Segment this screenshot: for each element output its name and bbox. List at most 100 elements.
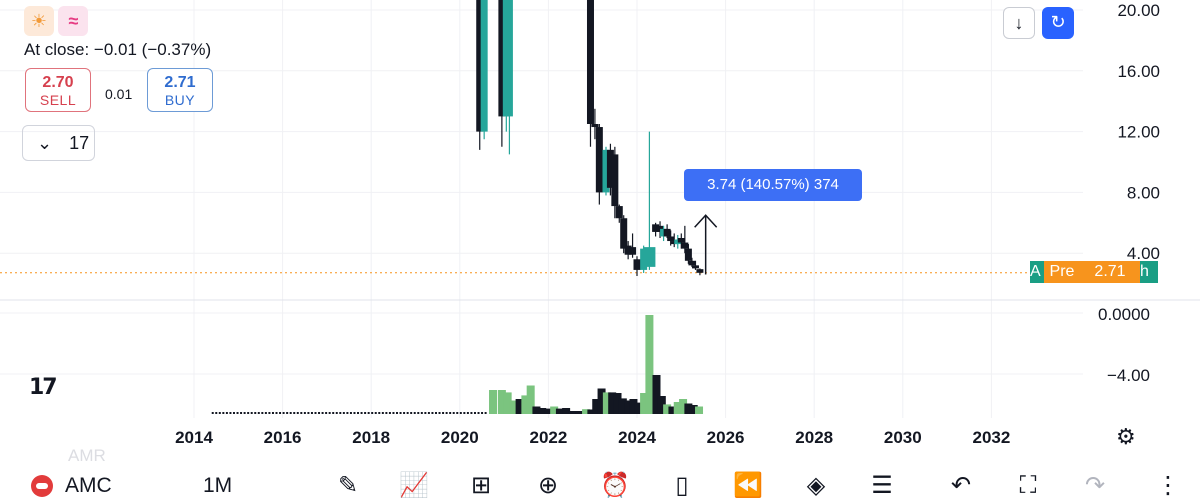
wave-icon[interactable]: ≈ (58, 6, 89, 36)
indicators-icon[interactable]: 📈 (399, 472, 429, 499)
volume-bar (364, 412, 367, 414)
candle-body (681, 242, 689, 249)
sell-button[interactable]: 2.70 SELL (25, 68, 91, 112)
undo-icon[interactable]: ↶ (950, 472, 972, 499)
volume-bar (410, 412, 413, 414)
volume-bar (555, 408, 564, 414)
volume-bar (459, 412, 462, 414)
volume-bar (325, 412, 328, 414)
volume-bar (371, 412, 374, 414)
volume-bar (353, 412, 356, 414)
volume-bar (645, 315, 654, 414)
chevron-down-icon: ⌄ (37, 133, 53, 153)
volume-bar (289, 412, 292, 414)
volume-bar (663, 404, 672, 414)
buy-price: 2.71 (164, 74, 196, 91)
volume-bar (240, 412, 243, 414)
volume-bar (247, 412, 250, 414)
volume-bar (629, 399, 638, 414)
y-tick-label: 12.00 (1117, 123, 1160, 142)
interval-selector[interactable]: 1M (203, 474, 233, 497)
candle-body (611, 154, 619, 207)
volume-bar (608, 392, 617, 414)
volume-bar (624, 400, 633, 414)
redo-icon[interactable]: ↷ (1084, 472, 1106, 499)
volume-bar (463, 412, 466, 414)
volume-bar (314, 412, 317, 414)
volume-bar (381, 412, 384, 414)
symbol-name[interactable]: AMC (65, 474, 112, 497)
volume-bar (657, 396, 666, 414)
scroll-down-button[interactable]: ↓ (1003, 7, 1035, 39)
buy-button[interactable]: 2.71 BUY (147, 68, 213, 112)
settings-sliders-icon[interactable]: ☰ (871, 472, 893, 499)
x-tick-label: 2022 (529, 428, 567, 447)
volume-bar (438, 412, 441, 414)
volume-bar (456, 412, 459, 414)
replay-icon[interactable]: ⏪ (733, 472, 763, 499)
amc-logo-icon[interactable] (31, 475, 53, 497)
indicators-collapse-button[interactable]: ⌄ 17 (22, 125, 95, 161)
volume-bar (257, 412, 260, 414)
volume-bar (634, 402, 643, 414)
volume-bar (679, 399, 688, 414)
volume-bar (229, 412, 232, 414)
y-tick-label: 16.00 (1117, 62, 1160, 81)
volume-bar (575, 411, 584, 414)
fullscreen-icon[interactable]: ⛶ (1019, 472, 1037, 499)
more-icon[interactable]: ⋮ (1156, 472, 1180, 499)
tradingview-logo[interactable]: 17 (29, 375, 58, 400)
chart-settings-icon[interactable]: ⚙ (1116, 424, 1136, 449)
volume-bar (232, 412, 235, 414)
volume-bar (357, 412, 360, 414)
volume-bar (587, 409, 596, 414)
at-close-label: At close: −0.01 (−0.37%) (24, 40, 212, 59)
volume-bar (417, 412, 420, 414)
volume-bar (396, 412, 399, 414)
candle-body (629, 247, 637, 255)
candle-icon[interactable]: ▯ (675, 472, 689, 499)
volume-bar (420, 412, 423, 414)
layers-icon[interactable]: ◈ (806, 472, 826, 499)
volume-bar (477, 412, 480, 414)
volume-bar (484, 412, 487, 414)
volume-bar (668, 406, 677, 414)
volume-bar (684, 403, 693, 414)
add-icon[interactable]: ⊕ (537, 472, 559, 499)
spread-value: 0.01 (105, 86, 133, 102)
sync-button[interactable]: ↻ (1042, 7, 1074, 39)
volume-bar (211, 412, 214, 414)
volume-bar (236, 412, 239, 414)
volume-bar (335, 412, 338, 414)
volume-bar (406, 412, 409, 414)
volume-bar (378, 412, 381, 414)
sun-icon[interactable]: ☀ (24, 6, 54, 36)
volume-bar (481, 412, 484, 414)
volume-bar (360, 412, 363, 414)
volume-bar (613, 393, 622, 414)
x-tick-label: 2014 (175, 428, 213, 447)
alarm-icon[interactable]: ⏰ (600, 472, 630, 499)
volume-bar (321, 412, 324, 414)
candle-body (615, 206, 623, 219)
candle-body (498, 0, 506, 117)
volume-bar (374, 412, 377, 414)
measure-label: 3.74 (140.57%) 374 (684, 169, 862, 201)
volume-bar (254, 412, 257, 414)
volume-tick-label: −4.00 (1107, 366, 1150, 385)
volume-bar (268, 412, 271, 414)
candle-body (660, 228, 668, 237)
measure-arrow-head (694, 214, 718, 228)
candle-body (591, 124, 599, 128)
volume-bar (243, 412, 246, 414)
volume-bar (250, 412, 253, 414)
candle-body (480, 0, 488, 132)
y-tick-label: 20.00 (1117, 1, 1160, 20)
pen-icon[interactable]: ✎ (337, 472, 359, 499)
volume-bar (328, 412, 331, 414)
volume-bar (342, 412, 345, 414)
volume-bar (489, 390, 498, 414)
grid-icon[interactable]: ⊞ (470, 472, 492, 499)
x-tick-label: 2026 (707, 428, 745, 447)
